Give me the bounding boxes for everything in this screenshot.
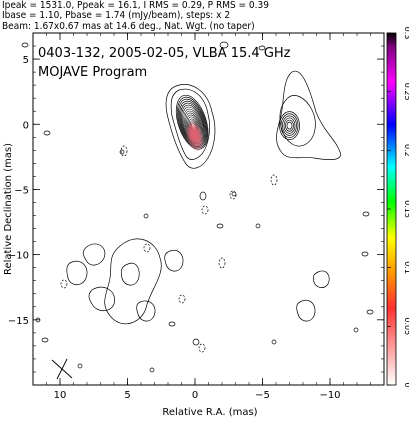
axis-tick-labels: 10 5 0 −5 −10 5 0 −5 −10 −15: [8, 55, 341, 401]
contour-line: [164, 249, 184, 272]
contour-line: [104, 238, 162, 325]
noise-contour: [361, 251, 369, 257]
contour-line: [312, 270, 330, 288]
contour-line: [82, 243, 106, 266]
plot-subtitle: MOJAVE Program: [38, 65, 147, 80]
beam-minor-axis: [56, 358, 68, 380]
contour-line: [276, 70, 341, 160]
x-tick-label: 5: [124, 390, 130, 401]
noise-contour: [231, 191, 237, 197]
negative-contour: [201, 205, 209, 215]
contour-line: [120, 262, 140, 286]
noise-contour: [35, 317, 41, 323]
polarization-region: [191, 129, 197, 138]
noise-contour: [362, 211, 370, 217]
negative-contour: [198, 343, 206, 353]
noise-contour: [77, 363, 83, 369]
plot-title: 0403-132, 2005-02-05, VLBA 15.4 GHz: [38, 46, 291, 61]
contour-line: [177, 96, 208, 149]
colorbar-tick-label: 0: [403, 382, 409, 387]
contour-line: [175, 94, 209, 150]
x-tick-label: −10: [319, 390, 340, 401]
noise-contour: [21, 42, 29, 48]
colorbar-tick-label: 0.15: [403, 200, 409, 218]
axis-ticks: [32, 32, 385, 386]
y-tick-label: 5: [23, 55, 29, 66]
contour-line: [180, 102, 205, 145]
contour-line: [283, 117, 296, 134]
contour-line: [282, 115, 297, 136]
noise-contour: [119, 149, 125, 155]
contour-map: [21, 41, 374, 380]
y-tick-label: 0: [23, 120, 29, 131]
contour-line: [279, 111, 300, 141]
contour-line: [279, 95, 316, 147]
negative-contour: [143, 243, 151, 253]
contour-line: [170, 88, 210, 160]
colorbar-tick-label: 0.25: [403, 83, 409, 101]
noise-contour: [199, 191, 207, 201]
colorbar-ticks: 0.3 0.25 0.2 0.15 0.1 0.05 0: [387, 27, 409, 388]
x-tick-label: 10: [54, 390, 67, 401]
y-axis-title: Relative Declination (mas): [3, 143, 14, 275]
negative-contour: [178, 294, 186, 304]
colorbar-tick-label: 0.3: [403, 27, 409, 40]
y-tick-label: −5: [14, 185, 29, 196]
noise-contour: [41, 337, 49, 343]
y-tick-label: −15: [8, 316, 29, 327]
plot-frame: [32, 32, 385, 386]
contour-line: [179, 100, 206, 146]
noise-contour: [366, 309, 374, 315]
stats-line-2: Ibase = 1.10, Pbase = 1.74 (mJy/beam), s…: [2, 10, 231, 21]
contour-line: [178, 98, 207, 147]
negative-contour: [270, 174, 278, 186]
contour-line: [183, 108, 203, 141]
noise-contour: [219, 41, 229, 49]
stats-line-1: Ipeak = 1531.0, Ppeak = 16.1, I RMS = 0.…: [2, 0, 269, 11]
noise-contour: [353, 327, 359, 333]
noise-contour: [143, 213, 149, 219]
noise-contour: [216, 223, 224, 229]
negative-contour: [229, 190, 237, 200]
negative-contour: [218, 257, 226, 269]
colorbar-tick-label: 0.05: [403, 317, 409, 335]
contour-line: [66, 260, 88, 286]
contour-line: [280, 113, 299, 138]
contour-line: [181, 104, 205, 144]
contour-line: [165, 84, 216, 169]
x-axis-title: Relative R.A. (mas): [162, 407, 257, 418]
noise-contour: [168, 321, 176, 327]
contour-line: [88, 286, 116, 312]
noise-contour: [192, 338, 200, 346]
noise-contour: [43, 130, 51, 136]
x-tick-label: −5: [255, 390, 270, 401]
noise-contour: [258, 45, 266, 51]
colorbar-tick-label: 0.1: [403, 261, 409, 274]
y-tick-label: −10: [8, 251, 29, 262]
contour-line: [182, 106, 204, 142]
colorbar-tick-label: 0.2: [403, 144, 409, 157]
contour-line: [286, 121, 293, 130]
contour-line: [296, 299, 316, 322]
noise-contour: [271, 339, 277, 345]
noise-contour: [255, 223, 261, 229]
stats-line-3: Beam: 1.67x0.67 mas at 14.6 deg., Nat. W…: [2, 21, 255, 32]
x-tick-label: 0: [192, 390, 198, 401]
negative-contour: [120, 145, 128, 157]
negative-contour: [60, 279, 68, 289]
noise-contour: [149, 367, 155, 373]
contour-line: [285, 119, 294, 132]
contour-line: [136, 300, 156, 322]
